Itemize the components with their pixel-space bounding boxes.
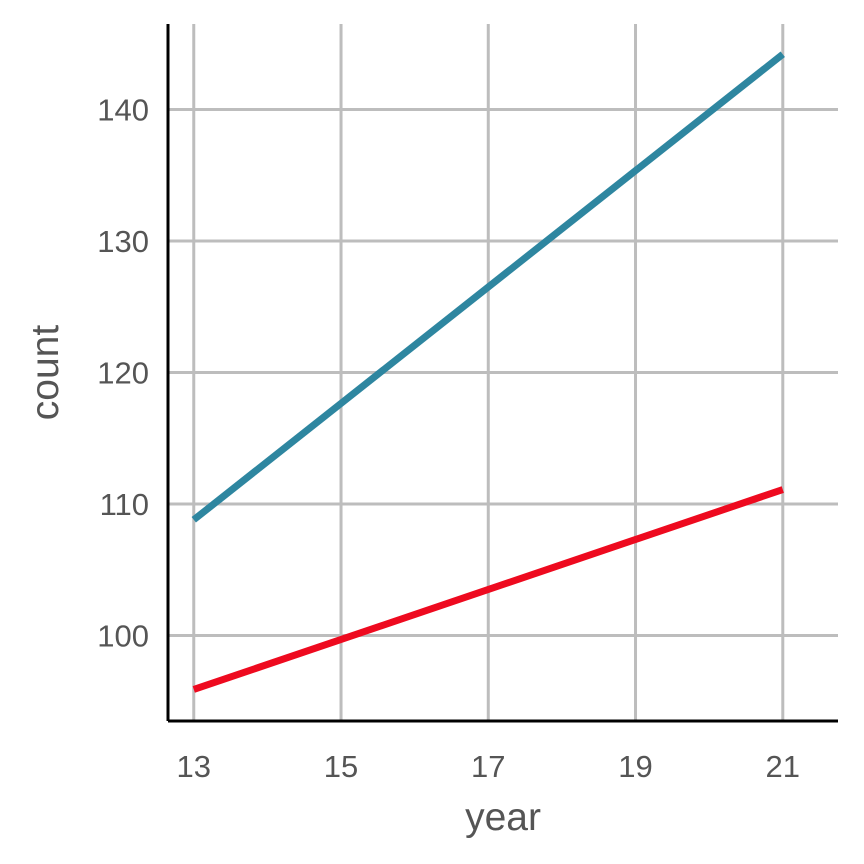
axes <box>166 24 838 723</box>
x-tick-label: 17 <box>471 749 505 784</box>
y-axis-title: count <box>24 325 67 421</box>
y-tick-label: 120 <box>97 356 149 391</box>
x-tick-labels: 13 15 17 19 21 <box>177 749 800 784</box>
y-tick-label: 100 <box>97 619 149 654</box>
x-tick-label: 19 <box>618 749 652 784</box>
y-tick-label: 130 <box>97 224 149 259</box>
series-line-1 <box>191 51 785 523</box>
y-tick-label: 110 <box>100 487 149 522</box>
series-layer <box>191 51 785 693</box>
x-tick-label: 13 <box>177 749 211 784</box>
x-axis-title: year <box>465 796 541 839</box>
y-tick-labels: 100 110 120 130 140 <box>97 92 149 653</box>
y-tick-label: 140 <box>97 92 149 127</box>
x-tick-label: 21 <box>766 749 800 784</box>
series-line-2 <box>192 486 784 693</box>
x-tick-label: 15 <box>324 749 358 784</box>
grid <box>168 24 838 721</box>
